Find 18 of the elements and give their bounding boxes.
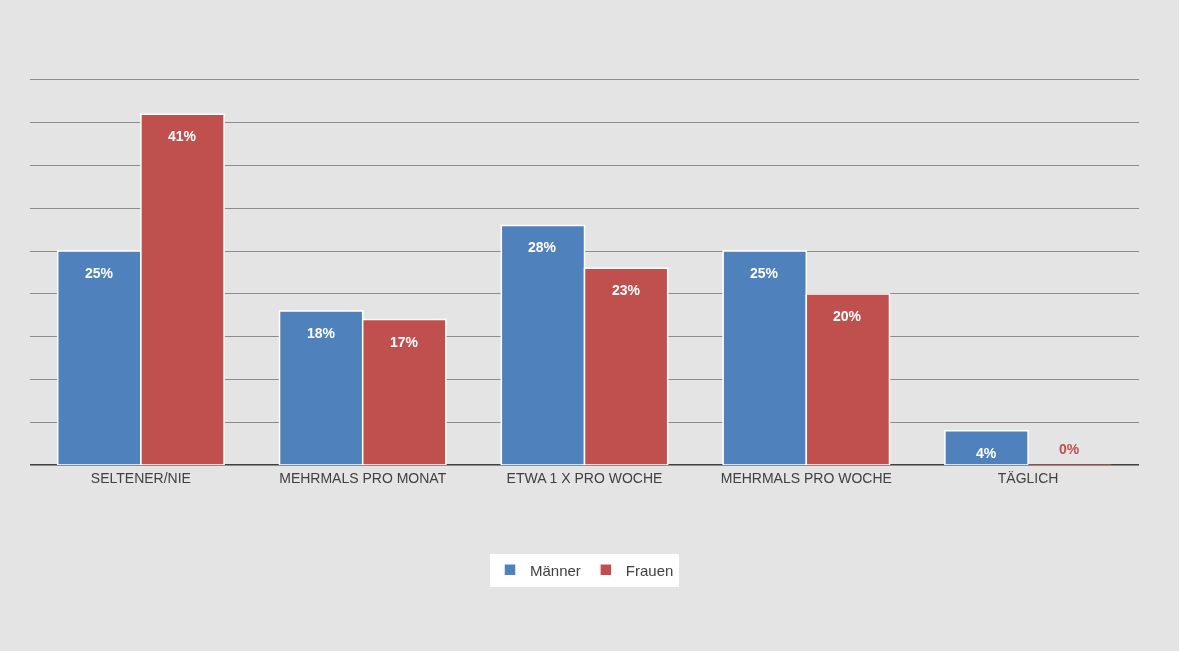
data-label: 18% (307, 325, 336, 341)
data-label: 4% (976, 445, 997, 461)
x-tick-label: MEHRMALS PRO WOCHE (720, 469, 892, 486)
data-label: 25% (85, 265, 114, 281)
data-label: 20% (833, 308, 862, 324)
x-tick-label: SELTENER/NIE (90, 469, 191, 486)
data-label: 0% (1059, 441, 1080, 457)
bar (944, 430, 1029, 465)
x-tick-label: ETWA 1 X PRO WOCHE (506, 469, 663, 486)
data-label: 17% (390, 334, 419, 350)
data-label: 41% (168, 128, 197, 144)
x-tick-label: TÄGLICH (997, 469, 1059, 486)
data-label: 25% (750, 265, 779, 281)
x-tick-label: MEHRMALS PRO MONAT (279, 469, 447, 486)
data-label: 23% (612, 282, 641, 298)
legend-label: Männer (530, 561, 581, 579)
data-label: 28% (528, 239, 557, 255)
legend-label: Frauen (625, 561, 674, 579)
